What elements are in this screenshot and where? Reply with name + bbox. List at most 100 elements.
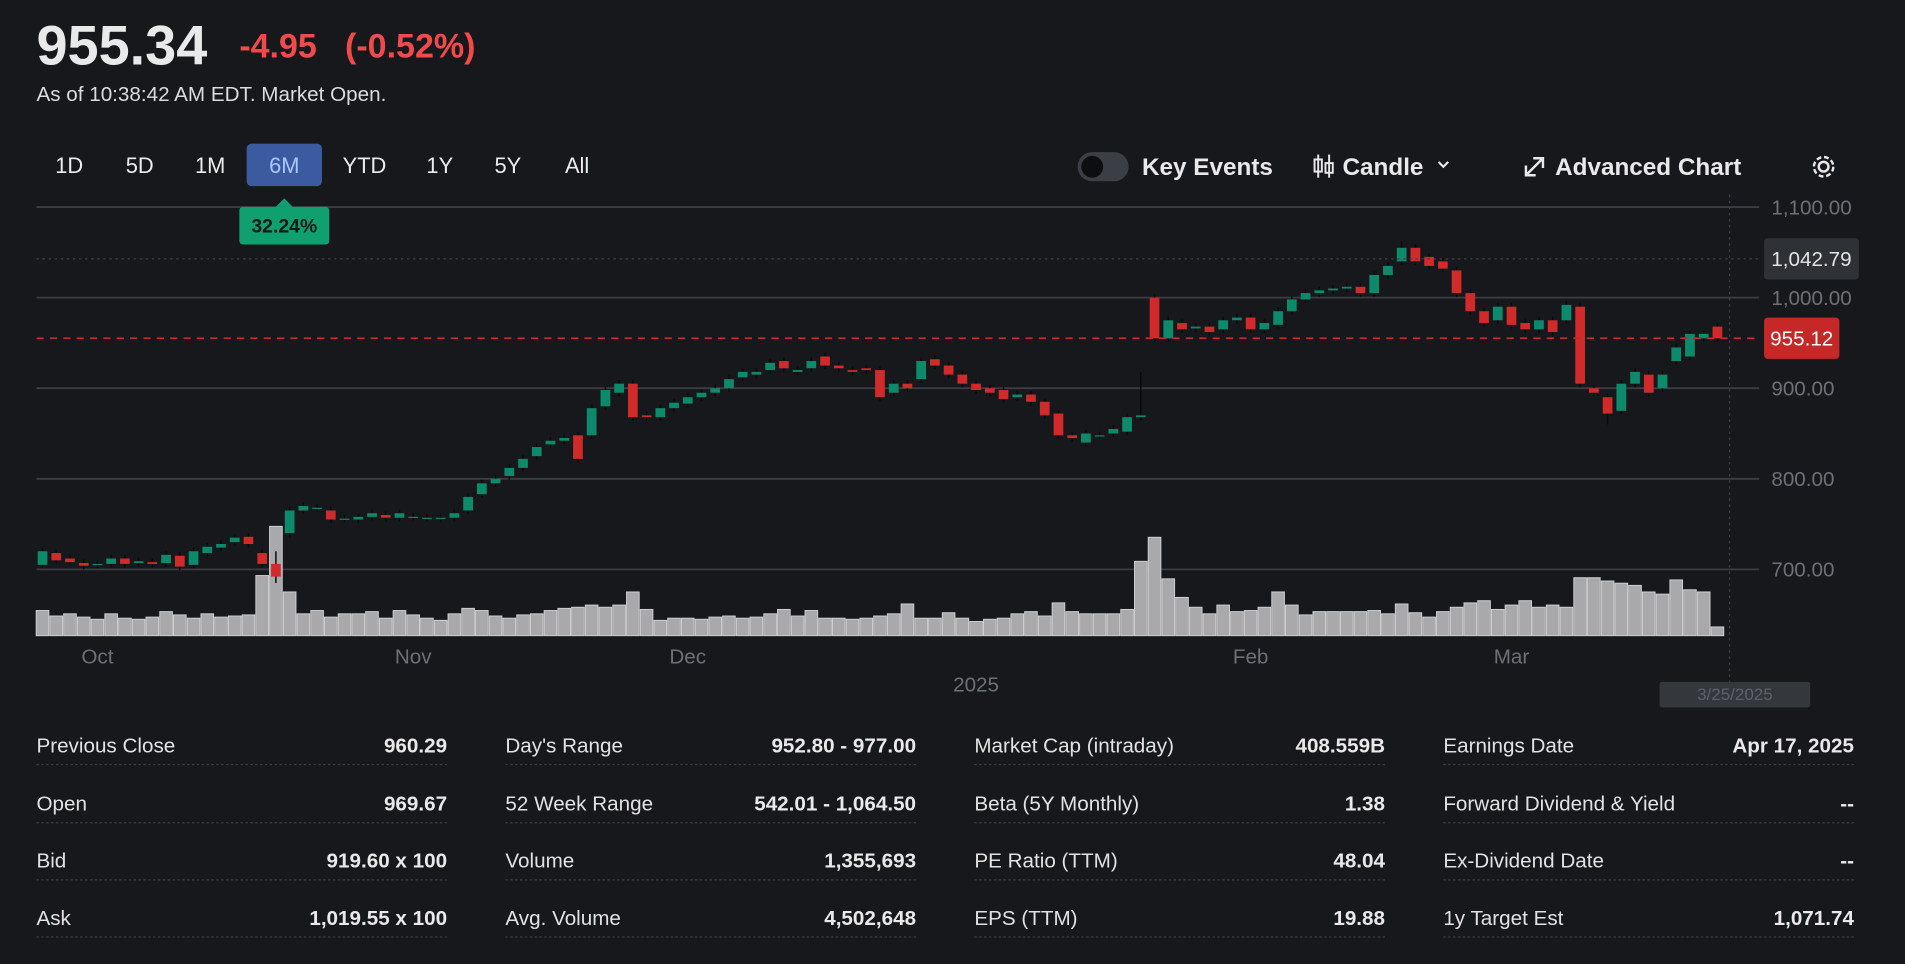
volume-bar bbox=[1243, 610, 1258, 637]
candle-body bbox=[1341, 286, 1352, 289]
candle-body bbox=[559, 438, 570, 441]
advanced-chart[interactable]: Advanced Chart bbox=[1555, 154, 1741, 181]
volume-bar bbox=[173, 614, 187, 637]
candle-body bbox=[1067, 435, 1078, 439]
volume-bar bbox=[296, 613, 311, 637]
candle-body bbox=[779, 361, 789, 369]
volume-bar bbox=[941, 612, 956, 637]
candle-body bbox=[1204, 326, 1215, 333]
current-price-label: 955.12 bbox=[1770, 328, 1833, 351]
candle-body bbox=[710, 388, 721, 393]
volume-bar bbox=[420, 617, 434, 637]
candle-body bbox=[573, 435, 583, 459]
candle-body bbox=[1245, 317, 1256, 330]
volume-bar bbox=[1559, 606, 1574, 637]
volume-bar bbox=[1518, 600, 1533, 637]
crosshair-label-bg bbox=[1764, 238, 1859, 280]
volume-bar bbox=[1628, 584, 1642, 637]
range-tab[interactable]: All bbox=[565, 153, 589, 178]
volume-bar bbox=[996, 617, 1011, 637]
volume-bar bbox=[873, 615, 887, 637]
range-tab[interactable]: 1Y bbox=[426, 153, 453, 178]
market-status: As of 10:38:42 AM EDT. Market Open. bbox=[36, 83, 386, 106]
volume-bar bbox=[63, 613, 77, 637]
key-events[interactable]: Key Events bbox=[1142, 154, 1273, 181]
volume-bar bbox=[735, 617, 750, 637]
volume-bar bbox=[626, 591, 640, 637]
candle-body bbox=[916, 361, 927, 380]
candle-body bbox=[1396, 247, 1407, 262]
volume-bar bbox=[1106, 613, 1121, 637]
range-tab[interactable]: 6M bbox=[269, 153, 299, 178]
volume-bar bbox=[1312, 611, 1327, 637]
volume-bar bbox=[1573, 577, 1587, 637]
volume-bar bbox=[214, 616, 228, 637]
volume-bar bbox=[227, 615, 242, 637]
range-tab[interactable]: 5D bbox=[126, 153, 154, 178]
volume-bar bbox=[378, 617, 393, 637]
volume-bar bbox=[1710, 626, 1725, 637]
volume-bar bbox=[475, 610, 489, 637]
volume-bar bbox=[859, 617, 874, 637]
volume-bar bbox=[667, 617, 681, 637]
volume-bar bbox=[818, 617, 832, 637]
candle-body bbox=[188, 551, 199, 565]
date-label: 3/25/2025 bbox=[1697, 685, 1773, 704]
candle-body bbox=[1328, 288, 1338, 291]
stat-label: 52 Week Range bbox=[505, 793, 653, 816]
y-tick-label: 1,000.00 bbox=[1771, 287, 1851, 310]
stat-value: 1,019.55 x 100 bbox=[309, 907, 447, 930]
candle-body bbox=[971, 383, 981, 391]
stat-label: Ask bbox=[36, 907, 71, 930]
settings-icon[interactable] bbox=[1812, 155, 1835, 178]
volume-bar bbox=[639, 608, 654, 637]
price-chart: 700.00 800.00 900.00 1,000.00 1,100.00 Oct Nov… bbox=[35, 194, 1859, 708]
range-tab[interactable]: YTD bbox=[343, 153, 387, 178]
volume-bar bbox=[529, 613, 544, 637]
volume-bar bbox=[488, 615, 503, 637]
volume-bar bbox=[1024, 611, 1038, 637]
volume-bar bbox=[1696, 591, 1711, 637]
volume-bar bbox=[1079, 613, 1093, 637]
candle-body bbox=[408, 516, 419, 519]
volume-bar bbox=[1037, 615, 1052, 637]
stat-label: Earnings Date bbox=[1443, 734, 1574, 757]
volume-bar bbox=[1587, 577, 1601, 637]
volume-bar bbox=[447, 613, 462, 637]
candle-body bbox=[78, 563, 89, 566]
candle-body bbox=[888, 383, 899, 393]
candle-body bbox=[861, 368, 872, 371]
candle-body bbox=[1616, 383, 1627, 411]
chart-type[interactable]: Candle bbox=[1342, 154, 1423, 181]
volume-bar bbox=[1600, 580, 1615, 637]
stat-value: -- bbox=[1840, 850, 1854, 873]
volume-bar bbox=[1353, 611, 1368, 637]
volume-bar bbox=[955, 617, 970, 637]
candle-body bbox=[106, 558, 117, 564]
x-tick-label: Mar bbox=[1494, 646, 1530, 669]
stat-value: 952.80 - 977.00 bbox=[771, 734, 916, 757]
volume-bar bbox=[502, 617, 517, 637]
x-tick-label: Dec bbox=[669, 646, 706, 669]
stat-value: 969.67 bbox=[384, 793, 447, 816]
volume-bar bbox=[241, 614, 256, 637]
candle-body bbox=[504, 467, 515, 477]
candle-body bbox=[1506, 306, 1517, 325]
range-tab[interactable]: 1D bbox=[55, 153, 83, 178]
volume-bar bbox=[831, 617, 846, 637]
candle-body bbox=[435, 517, 446, 519]
stat-value: 19.88 bbox=[1333, 907, 1385, 930]
volume-bar bbox=[845, 618, 860, 637]
volume-bar bbox=[118, 617, 132, 637]
volume-bar bbox=[433, 619, 448, 637]
range-tab[interactable]: 1M bbox=[195, 153, 225, 178]
candle-body bbox=[614, 383, 624, 393]
volume-bar bbox=[790, 615, 805, 637]
volume-bar bbox=[406, 614, 420, 637]
volume-bar bbox=[1010, 613, 1025, 637]
volume-bar bbox=[653, 619, 668, 637]
toggle[interactable] bbox=[1077, 152, 1129, 182]
candle-body bbox=[724, 379, 734, 389]
volume-bar bbox=[584, 604, 599, 637]
range-tab[interactable]: 5Y bbox=[494, 153, 521, 178]
